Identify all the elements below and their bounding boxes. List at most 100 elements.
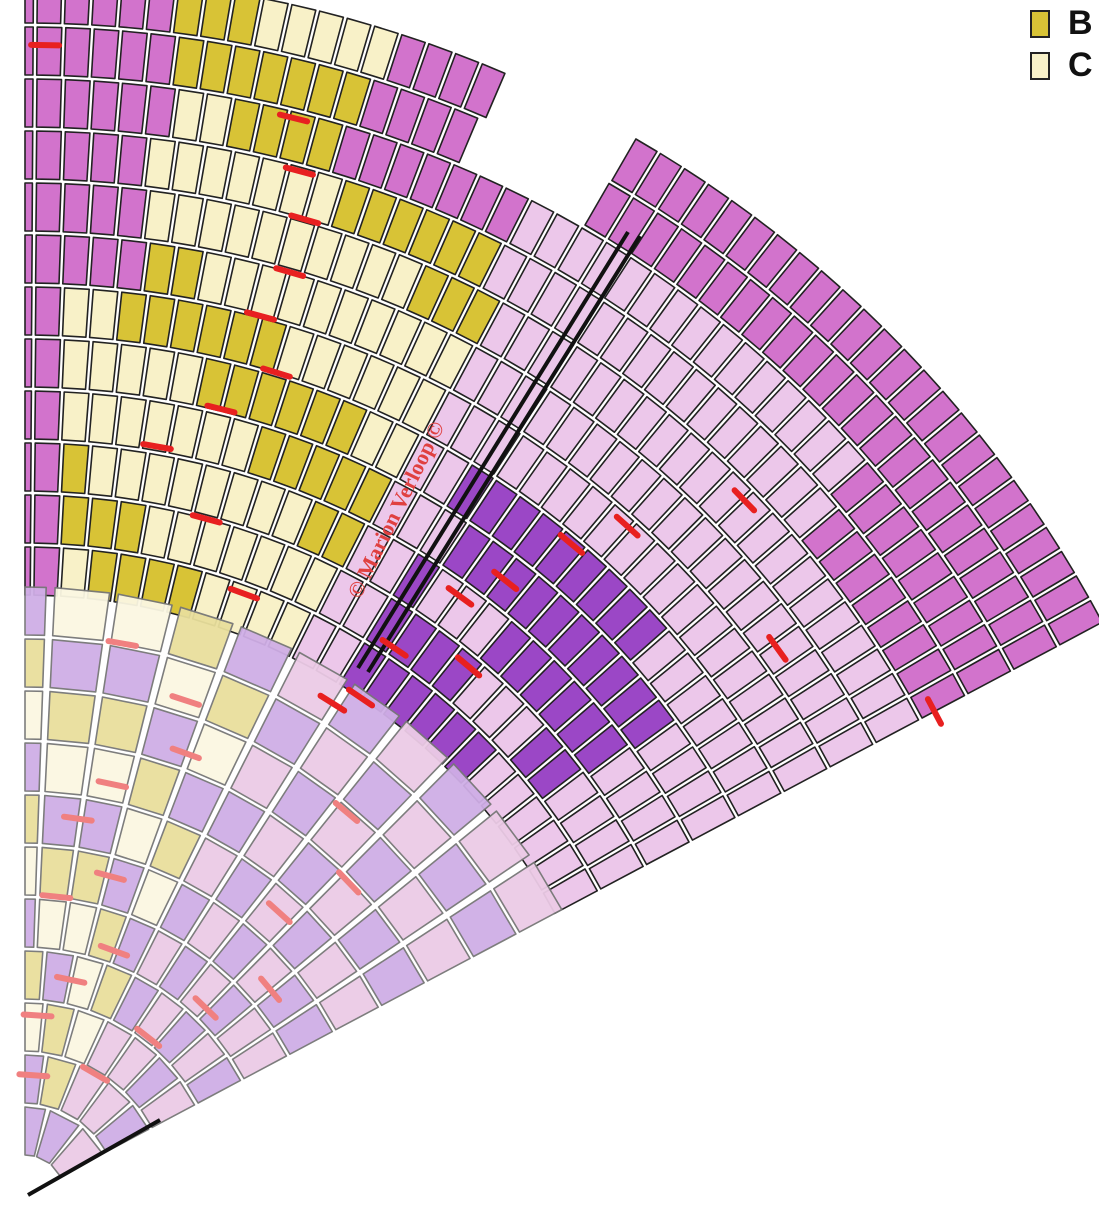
paver-tile xyxy=(171,300,203,352)
paver-tile xyxy=(90,290,118,340)
paver-tile xyxy=(25,235,32,283)
paver-tile xyxy=(89,342,117,392)
paver-tile xyxy=(64,80,90,129)
paver-tile xyxy=(116,397,146,448)
paver-tile xyxy=(25,79,33,127)
paver-tile xyxy=(64,0,90,25)
paver-tile xyxy=(64,132,90,181)
red-mark xyxy=(31,45,59,46)
paver-tile-faded xyxy=(25,1003,43,1052)
paver-tile xyxy=(143,348,174,399)
paver-tile xyxy=(174,0,204,36)
legend-label-b: B xyxy=(1068,4,1093,43)
paver-tile-faded xyxy=(40,847,74,898)
paver-tile xyxy=(171,247,203,298)
legend-item-c: C xyxy=(1030,48,1099,84)
paver-tile xyxy=(34,495,60,544)
paver-tile xyxy=(25,443,31,491)
paver-tile xyxy=(25,339,32,387)
paver-tile-faded xyxy=(103,646,159,703)
paver-tile xyxy=(25,495,31,543)
paver-tile-faded xyxy=(25,899,35,947)
paver-tile xyxy=(115,449,146,500)
paver-tile-faded xyxy=(37,899,66,949)
paver-tile-faded xyxy=(25,847,37,895)
paver-tile xyxy=(37,79,62,128)
paver-tile xyxy=(63,236,90,285)
paver-tile xyxy=(119,31,148,81)
paver-tile xyxy=(228,0,260,45)
paver-tile-faded xyxy=(25,639,44,687)
paver-tile xyxy=(146,86,176,137)
paver-tile xyxy=(36,131,61,180)
paver-tile xyxy=(146,34,176,85)
paver-tile-faded xyxy=(25,951,43,1000)
paver-tile xyxy=(25,27,33,75)
paver-tile xyxy=(201,0,232,40)
paver-tile xyxy=(91,29,118,79)
paver-tile xyxy=(90,185,118,235)
legend-label-c: C xyxy=(1068,46,1093,85)
paver-tile-faded xyxy=(25,691,43,739)
paver-tile xyxy=(25,0,34,23)
paver-tile xyxy=(173,90,204,141)
paver-tile xyxy=(35,287,60,336)
paver-tile xyxy=(172,142,203,193)
paver-tile xyxy=(173,37,204,88)
paver-tile xyxy=(64,28,90,77)
paver-tile xyxy=(116,345,146,396)
paver-tile xyxy=(61,496,89,546)
paver-tile xyxy=(117,240,146,290)
paver-tile xyxy=(119,0,147,29)
paver-tile xyxy=(200,41,232,92)
paver-tile xyxy=(172,195,204,246)
legend: B C xyxy=(1030,0,1099,90)
paver-tile xyxy=(37,0,62,24)
paver-tile xyxy=(25,391,31,439)
paver-tile xyxy=(62,392,89,441)
paver-tile xyxy=(146,0,175,32)
paver-tile-faded xyxy=(25,587,46,635)
paver-tile-faded xyxy=(155,658,215,718)
paver-tile xyxy=(117,292,147,343)
paver-tile xyxy=(88,498,117,548)
paver-tile xyxy=(62,444,89,494)
paver-tile-faded xyxy=(53,588,110,641)
paver-tile xyxy=(35,391,60,440)
paver-tile xyxy=(115,502,146,553)
faded-mark xyxy=(19,1074,47,1076)
paver-tile xyxy=(142,454,174,506)
paver-tile-faded xyxy=(25,743,41,791)
paver-tile xyxy=(90,237,118,287)
paver-tile xyxy=(25,287,32,335)
paver-tile xyxy=(35,443,60,492)
paver-tile xyxy=(145,191,175,242)
paver-tile xyxy=(144,243,175,294)
faded-mark xyxy=(64,817,92,821)
paver-tile-faded xyxy=(79,800,122,854)
paver-tile-faded xyxy=(48,692,96,744)
paver-tile xyxy=(63,184,89,233)
paver-tile xyxy=(145,139,175,190)
paver-tile xyxy=(62,340,89,389)
paver-tile-faded xyxy=(45,744,88,795)
paver-tile xyxy=(63,288,90,337)
paver-tile xyxy=(36,235,61,284)
paver-tile xyxy=(118,136,147,186)
paver-tile xyxy=(199,147,231,199)
paver-tile xyxy=(118,188,147,238)
paver-tile xyxy=(25,183,32,231)
paver-tile xyxy=(37,27,62,76)
paver-tile xyxy=(200,94,232,146)
paver-tile xyxy=(92,0,119,27)
paver-tile-faded xyxy=(95,697,147,753)
paver-tile xyxy=(36,183,61,232)
paver-tile-faded xyxy=(50,640,102,692)
paver-tile xyxy=(118,83,147,133)
paver-tile xyxy=(91,133,119,183)
legend-swatch-b xyxy=(1030,10,1050,38)
legend-swatch-c xyxy=(1030,52,1050,80)
paver-tile-faded xyxy=(25,795,39,843)
